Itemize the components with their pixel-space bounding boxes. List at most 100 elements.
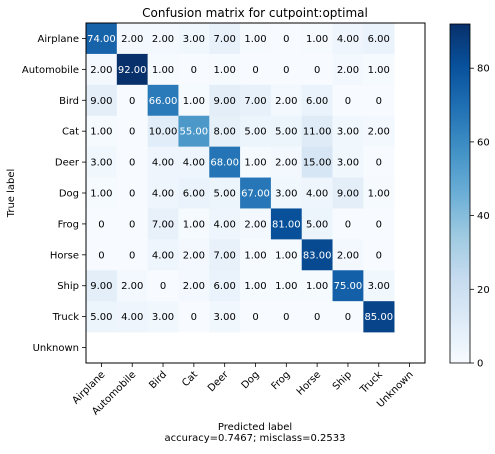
heatmap-cell [240, 115, 272, 147]
heatmap-cell [301, 177, 333, 209]
cell-value-label: 1.00 [368, 189, 390, 200]
heatmap-cell [363, 115, 395, 147]
cell-value-label: 1.00 [90, 127, 112, 138]
heatmap-cell [178, 146, 210, 178]
heatmap-cell [363, 23, 395, 55]
cell-value-label: 1.00 [214, 65, 236, 76]
cell-value-label: 0 [252, 65, 258, 76]
heatmap-cell [116, 177, 148, 209]
y-tick-label: Bird [59, 96, 79, 107]
heatmap-cell [86, 115, 118, 147]
heatmap-cell [301, 84, 333, 117]
cell-value-label: 4.00 [214, 219, 236, 230]
cell-value-label: 3.00 [90, 158, 112, 169]
heatmap-cell [178, 53, 210, 86]
heatmap-cell [270, 23, 303, 55]
colorbar-tick-label: 40 [477, 211, 490, 222]
cell-value-label: 3.00 [214, 312, 236, 323]
cell-value-label: 3.00 [337, 127, 359, 138]
heatmap-cell [116, 301, 148, 333]
cell-value-label: 7.00 [152, 219, 174, 230]
chart-title: Confusion matrix for cutpoint:optimal [142, 6, 368, 20]
cell-value-label: 11.00 [303, 127, 332, 138]
colorbar-tick-label: 80 [477, 64, 490, 75]
cell-value-label: 0 [129, 219, 135, 230]
heatmap-cell [332, 177, 364, 209]
cell-value-label: 1.00 [90, 189, 112, 200]
heatmap-cell [147, 177, 179, 209]
x-axis-label: Predicted label [218, 422, 292, 433]
y-axis-ticks: Airplane Automobile Bird Cat Deer Dog Frog Hors… [22, 34, 86, 354]
cell-value-label: 10.00 [149, 127, 178, 138]
heatmap-cell [240, 53, 272, 86]
heatmap-cell [147, 301, 179, 333]
cell-value-label: 0 [314, 65, 320, 76]
heatmap-cell [86, 239, 118, 271]
y-tick-label: Horse [50, 250, 79, 261]
heatmap-cell [332, 301, 364, 333]
cell-value-label: 15.00 [303, 158, 332, 169]
cell-value-label: 83.00 [303, 250, 332, 261]
heatmap-cell [178, 301, 210, 333]
cell-value-label: 2.00 [337, 65, 359, 76]
heatmap-cell [147, 23, 179, 55]
cell-value-label: 2.00 [121, 281, 143, 292]
heatmap-cell [209, 177, 241, 209]
heatmap-cell [301, 208, 333, 240]
cell-value-label: 0 [191, 312, 197, 323]
y-tick-label: Automobile [22, 65, 79, 76]
heatmap-cell [270, 177, 303, 209]
heatmap-cell [116, 270, 148, 302]
y-axis-label: True label [6, 169, 17, 219]
heatmap-cell [147, 84, 179, 117]
cell-value-label: 9.00 [90, 96, 112, 107]
cell-value-label: 5.00 [275, 127, 297, 138]
cell-value-label: 0 [376, 158, 382, 169]
heatmap-cell [116, 239, 148, 271]
x-axis-accuracy-note: accuracy=0.7467; misclass=0.2533 [165, 433, 346, 444]
y-tick-label: Dog [59, 189, 79, 200]
cell-value-label: 2.00 [368, 127, 390, 138]
heatmap-cell [240, 301, 272, 333]
cell-value-label: 0 [314, 312, 320, 323]
heatmap-cell [147, 53, 179, 86]
heatmap-cell [178, 270, 210, 302]
heatmap-cell [178, 115, 210, 147]
heatmap-cell [332, 53, 364, 86]
cell-value-label: 2.00 [275, 96, 297, 107]
heatmap-cell [209, 239, 241, 271]
heatmap-cell [147, 239, 179, 271]
cell-value-label: 9.00 [337, 189, 359, 200]
heatmap-cell [209, 208, 241, 240]
heatmap-cell [240, 84, 272, 117]
heatmap-cell [363, 301, 395, 333]
cell-value-label: 2.00 [90, 65, 112, 76]
heatmap-cell [147, 208, 179, 240]
cell-value-label: 1.00 [306, 34, 328, 45]
cell-value-label: 0 [376, 96, 382, 107]
cell-value-label: 1.00 [183, 96, 205, 107]
y-tick-label: Airplane [38, 34, 79, 45]
cell-value-label: 0 [283, 34, 289, 45]
heatmap-cell [209, 84, 241, 117]
cell-value-label: 3.00 [183, 34, 205, 45]
heatmap-cell [363, 270, 395, 302]
heatmap-cell [86, 208, 118, 240]
cell-value-label: 0 [98, 250, 104, 261]
heatmap-cell [116, 53, 148, 86]
heatmap-cell [209, 270, 241, 302]
heatmap-cell [301, 239, 333, 271]
heatmap-cell [363, 146, 395, 178]
heatmap-cell [178, 208, 210, 240]
cell-value-label: 1.00 [244, 250, 266, 261]
heatmap-cell [301, 23, 333, 55]
cell-value-label: 1.00 [244, 34, 266, 45]
cell-value-label: 67.00 [241, 189, 270, 200]
cell-value-label: 7.00 [214, 250, 236, 261]
cell-value-label: 0 [345, 96, 351, 107]
colorbar-tick-label: 0 [477, 359, 483, 370]
y-tick-label: Unknown [33, 343, 79, 354]
cell-value-label: 9.00 [214, 96, 236, 107]
